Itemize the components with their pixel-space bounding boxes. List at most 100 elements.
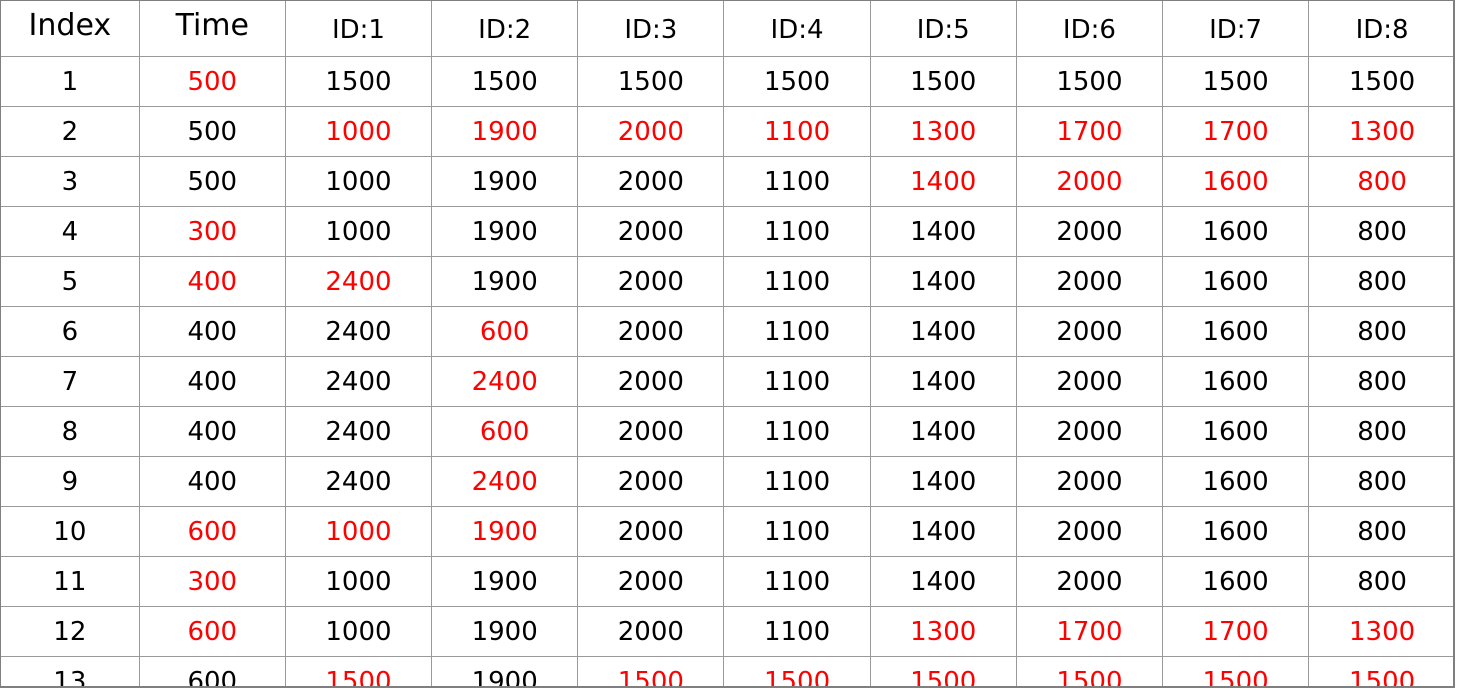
- cell-id-3: 2000: [577, 406, 725, 457]
- header-index: Index: [1, 1, 140, 57]
- cell-id-2: 1500: [431, 56, 579, 107]
- cell-id-8: 800: [1308, 506, 1453, 557]
- cell-id-4: 1500: [723, 56, 871, 107]
- table-row: 6 400 2400 600 2000 1100 1400 2000 1600 800: [1, 306, 1453, 357]
- cell-id-4: 1100: [723, 406, 871, 457]
- table-row: 8 400 2400 600 2000 1100 1400 2000 1600 800: [1, 406, 1453, 457]
- cell-id-8: 800: [1308, 306, 1453, 357]
- cell-id-6: 2000: [1015, 306, 1164, 357]
- cell-id-6: 2000: [1015, 356, 1164, 407]
- cell-id-7: 1600: [1161, 206, 1310, 257]
- cell-id-7: 1600: [1161, 406, 1310, 457]
- cell-id-2: 1900: [431, 256, 579, 307]
- cell-id-3: 2000: [577, 606, 725, 657]
- cell-id-2: 2400: [431, 356, 579, 407]
- cell-id-8: 1500: [1308, 656, 1453, 686]
- cell-id-1: 1500: [284, 56, 433, 107]
- cell-id-5: 1400: [869, 206, 1017, 257]
- cell-id-5: 1300: [869, 606, 1017, 657]
- table-row: 12 600 1000 1900 2000 1100 1300 1700 1700 1300: [1, 606, 1453, 657]
- cell-id-6: 1500: [1015, 656, 1164, 686]
- cell-id-7: 1600: [1161, 456, 1310, 507]
- cell-id-2: 1900: [431, 556, 579, 607]
- cell-id-3: 2000: [577, 256, 725, 307]
- cell-id-8: 800: [1308, 156, 1453, 207]
- cell-id-1: 1500: [284, 656, 433, 686]
- cell-id-5: 1400: [869, 456, 1017, 507]
- header-time: Time: [138, 1, 286, 57]
- cell-id-7: 1600: [1161, 356, 1310, 407]
- cell-time: 500: [138, 156, 286, 207]
- cell-id-6: 2000: [1015, 506, 1164, 557]
- cell-id-5: 1500: [869, 656, 1017, 686]
- cell-id-5: 1400: [869, 256, 1017, 307]
- cell-id-1: 1000: [284, 106, 433, 157]
- cell-id-5: 1400: [869, 156, 1017, 207]
- cell-id-8: 800: [1308, 456, 1453, 507]
- cell-id-1: 1000: [284, 606, 433, 657]
- cell-id-5: 1400: [869, 306, 1017, 357]
- cell-id-2: 2400: [431, 456, 579, 507]
- cell-index: 9: [1, 456, 140, 507]
- cell-id-4: 1100: [723, 356, 871, 407]
- table-row: 13 600 1500 1900 1500 1500 1500 1500 1500 1500: [1, 656, 1453, 686]
- header-id-5: ID:5: [869, 1, 1017, 57]
- cell-id-8: 800: [1308, 556, 1453, 607]
- cell-id-2: 1900: [431, 656, 579, 686]
- cell-id-1: 2400: [284, 406, 433, 457]
- cell-index: 7: [1, 356, 140, 407]
- cell-id-3: 1500: [577, 56, 725, 107]
- cell-time: 400: [138, 306, 286, 357]
- cell-id-3: 2000: [577, 356, 725, 407]
- cell-id-4: 1100: [723, 256, 871, 307]
- cell-id-4: 1500: [723, 656, 871, 686]
- header-id-7: ID:7: [1161, 1, 1310, 57]
- cell-time: 600: [138, 606, 286, 657]
- header-id-2: ID:2: [431, 1, 579, 57]
- cell-id-7: 1500: [1161, 56, 1310, 107]
- cell-id-7: 1600: [1161, 556, 1310, 607]
- header-id-6: ID:6: [1015, 1, 1164, 57]
- cell-id-7: 1500: [1161, 656, 1310, 686]
- cell-id-8: 800: [1308, 206, 1453, 257]
- cell-time: 400: [138, 456, 286, 507]
- cell-id-7: 1700: [1161, 606, 1310, 657]
- cell-id-1: 2400: [284, 256, 433, 307]
- cell-id-2: 600: [431, 306, 579, 357]
- cell-id-3: 2000: [577, 556, 725, 607]
- cell-id-5: 1400: [869, 556, 1017, 607]
- cell-id-6: 2000: [1015, 156, 1164, 207]
- cell-id-6: 2000: [1015, 556, 1164, 607]
- cell-time: 500: [138, 56, 286, 107]
- cell-id-1: 1000: [284, 156, 433, 207]
- cell-id-1: 1000: [284, 506, 433, 557]
- cell-time: 400: [138, 406, 286, 457]
- cell-index: 1: [1, 56, 140, 107]
- table-row: 3 500 1000 1900 2000 1100 1400 2000 1600 800: [1, 156, 1453, 207]
- cell-index: 11: [1, 556, 140, 607]
- cell-id-4: 1100: [723, 556, 871, 607]
- cell-id-6: 2000: [1015, 406, 1164, 457]
- table-row: 1 500 1500 1500 1500 1500 1500 1500 1500 1500: [1, 56, 1453, 107]
- cell-id-6: 2000: [1015, 456, 1164, 507]
- cell-id-2: 1900: [431, 106, 579, 157]
- cell-index: 13: [1, 656, 140, 686]
- cell-id-8: 1300: [1308, 106, 1453, 157]
- cell-index: 3: [1, 156, 140, 207]
- cell-id-7: 1600: [1161, 256, 1310, 307]
- cell-id-2: 600: [431, 406, 579, 457]
- cell-id-6: 1700: [1015, 106, 1164, 157]
- cell-id-6: 1700: [1015, 606, 1164, 657]
- cell-id-1: 1000: [284, 556, 433, 607]
- cell-id-7: 1700: [1161, 106, 1310, 157]
- header-id-1: ID:1: [284, 1, 433, 57]
- cell-id-4: 1100: [723, 456, 871, 507]
- cell-id-8: 1300: [1308, 606, 1453, 657]
- cell-id-1: 2400: [284, 456, 433, 507]
- cell-id-4: 1100: [723, 156, 871, 207]
- cell-id-5: 1400: [869, 406, 1017, 457]
- cell-id-2: 1900: [431, 606, 579, 657]
- table-row: 2 500 1000 1900 2000 1100 1300 1700 1700 1300: [1, 106, 1453, 157]
